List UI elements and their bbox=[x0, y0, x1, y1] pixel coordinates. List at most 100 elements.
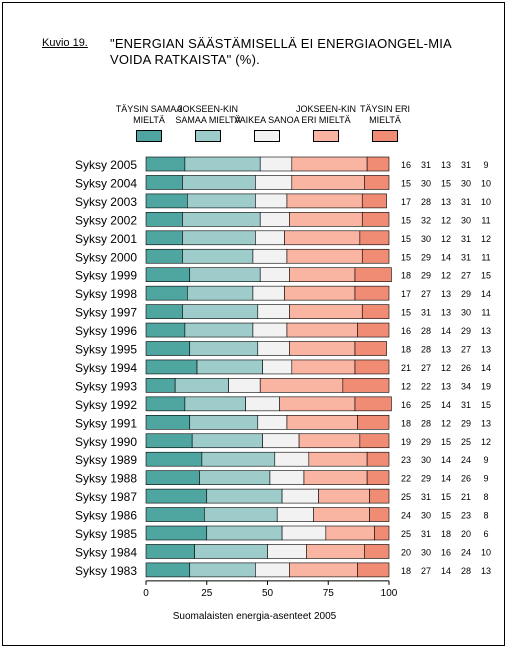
data-label: 27 bbox=[461, 345, 471, 355]
bar-segment bbox=[189, 562, 256, 578]
x-tick-label: 50 bbox=[262, 588, 274, 599]
category-label: Syksy 2000 bbox=[75, 250, 137, 264]
bar-segment bbox=[342, 378, 390, 393]
category-label: Syksy 1992 bbox=[75, 398, 137, 412]
legend-label: TÄYSIN SAMAA MIELTÄ bbox=[115, 104, 183, 125]
bar-segment bbox=[145, 175, 183, 190]
data-label: 28 bbox=[421, 197, 431, 207]
data-label: 19 bbox=[481, 381, 491, 391]
bar-segment bbox=[262, 359, 293, 375]
data-label: 18 bbox=[401, 418, 411, 428]
category-label: Syksy 2004 bbox=[75, 176, 137, 190]
bar-segment bbox=[145, 193, 188, 209]
data-label: 34 bbox=[461, 381, 471, 391]
bar-segment bbox=[259, 156, 293, 172]
bar-segment bbox=[206, 488, 283, 504]
bar-segment bbox=[306, 544, 366, 559]
data-label: 26 bbox=[461, 474, 471, 484]
data-label: 21 bbox=[461, 492, 471, 502]
bar-segment bbox=[262, 433, 300, 449]
data-label: 29 bbox=[461, 418, 471, 428]
bar-segment bbox=[184, 156, 261, 172]
legend-swatch bbox=[254, 130, 280, 142]
data-label: 23 bbox=[401, 455, 411, 465]
bar-segment bbox=[255, 193, 288, 209]
bar-segment bbox=[182, 212, 261, 227]
bar-segment bbox=[182, 248, 254, 264]
data-label: 29 bbox=[461, 289, 471, 299]
data-label: 32 bbox=[421, 215, 431, 225]
bar-segment bbox=[228, 378, 261, 393]
data-label: 14 bbox=[481, 363, 491, 373]
bar-segment bbox=[189, 414, 259, 430]
bar-segment bbox=[289, 562, 358, 578]
category-label: Syksy 1985 bbox=[75, 527, 137, 541]
bar-segment bbox=[145, 378, 176, 393]
data-label: 16 bbox=[401, 160, 411, 170]
data-label: 9 bbox=[483, 160, 488, 170]
data-label: 15 bbox=[401, 215, 411, 225]
bar-segment bbox=[289, 304, 363, 319]
data-label: 14 bbox=[481, 289, 491, 299]
bar-segment bbox=[274, 451, 310, 467]
data-label: 9 bbox=[483, 455, 488, 465]
bar-segment bbox=[354, 396, 392, 412]
data-label: 13 bbox=[441, 381, 451, 391]
category-label: Syksy 2005 bbox=[75, 158, 137, 172]
data-label: 24 bbox=[401, 511, 411, 521]
bar-segment bbox=[298, 433, 361, 449]
data-label: 23 bbox=[461, 511, 471, 521]
data-label: 30 bbox=[421, 234, 431, 244]
bar-segment bbox=[145, 433, 193, 449]
bar-segment bbox=[364, 175, 390, 190]
data-label: 12 bbox=[441, 418, 451, 428]
data-label: 31 bbox=[421, 529, 431, 539]
bar-segment bbox=[145, 230, 183, 246]
data-label: 14 bbox=[441, 400, 451, 410]
bar-segment bbox=[191, 433, 263, 449]
data-label: 26 bbox=[461, 363, 471, 373]
bar-segment bbox=[184, 322, 254, 338]
data-label: 12 bbox=[441, 271, 451, 281]
legend-swatch bbox=[195, 130, 221, 142]
bar-segment bbox=[286, 248, 363, 264]
category-label: Syksy 1993 bbox=[75, 379, 137, 393]
bar-segment bbox=[145, 267, 191, 283]
data-label: 12 bbox=[441, 215, 451, 225]
data-label: 15 bbox=[401, 234, 411, 244]
bar-segment bbox=[255, 175, 293, 190]
x-tick-label: 75 bbox=[323, 588, 335, 599]
data-label: 12 bbox=[481, 234, 491, 244]
data-label: 9 bbox=[483, 474, 488, 484]
bar-segment bbox=[145, 304, 183, 319]
bar-segment bbox=[204, 507, 278, 522]
data-label: 30 bbox=[421, 547, 431, 557]
bar-segment bbox=[145, 507, 205, 522]
category-label: Syksy 1986 bbox=[75, 509, 137, 523]
category-label: Syksy 1983 bbox=[75, 564, 137, 578]
bar-segment bbox=[325, 525, 375, 541]
bar-segment bbox=[201, 451, 276, 467]
data-label: 27 bbox=[421, 363, 431, 373]
data-label: 15 bbox=[441, 492, 451, 502]
bar-segment bbox=[187, 285, 254, 301]
data-label: 10 bbox=[481, 547, 491, 557]
bar-segment bbox=[364, 544, 390, 559]
legend-label: TÄYSIN ERI MIELTÄ bbox=[359, 104, 410, 125]
data-label: 11 bbox=[481, 252, 490, 262]
data-label: 25 bbox=[421, 400, 431, 410]
bar-segment bbox=[184, 396, 246, 412]
bar-segment bbox=[252, 248, 288, 264]
data-label: 29 bbox=[421, 271, 431, 281]
bar-segment bbox=[289, 267, 356, 283]
bar-segment bbox=[354, 341, 387, 356]
bar-segment bbox=[284, 285, 356, 301]
bar-segment bbox=[145, 285, 188, 301]
data-label: 20 bbox=[461, 529, 471, 539]
data-label: 6 bbox=[483, 529, 488, 539]
category-label: Syksy 2001 bbox=[75, 232, 137, 246]
data-label: 25 bbox=[401, 492, 411, 502]
data-label: 31 bbox=[421, 160, 431, 170]
data-label: 13 bbox=[441, 160, 451, 170]
data-label: 31 bbox=[461, 400, 471, 410]
